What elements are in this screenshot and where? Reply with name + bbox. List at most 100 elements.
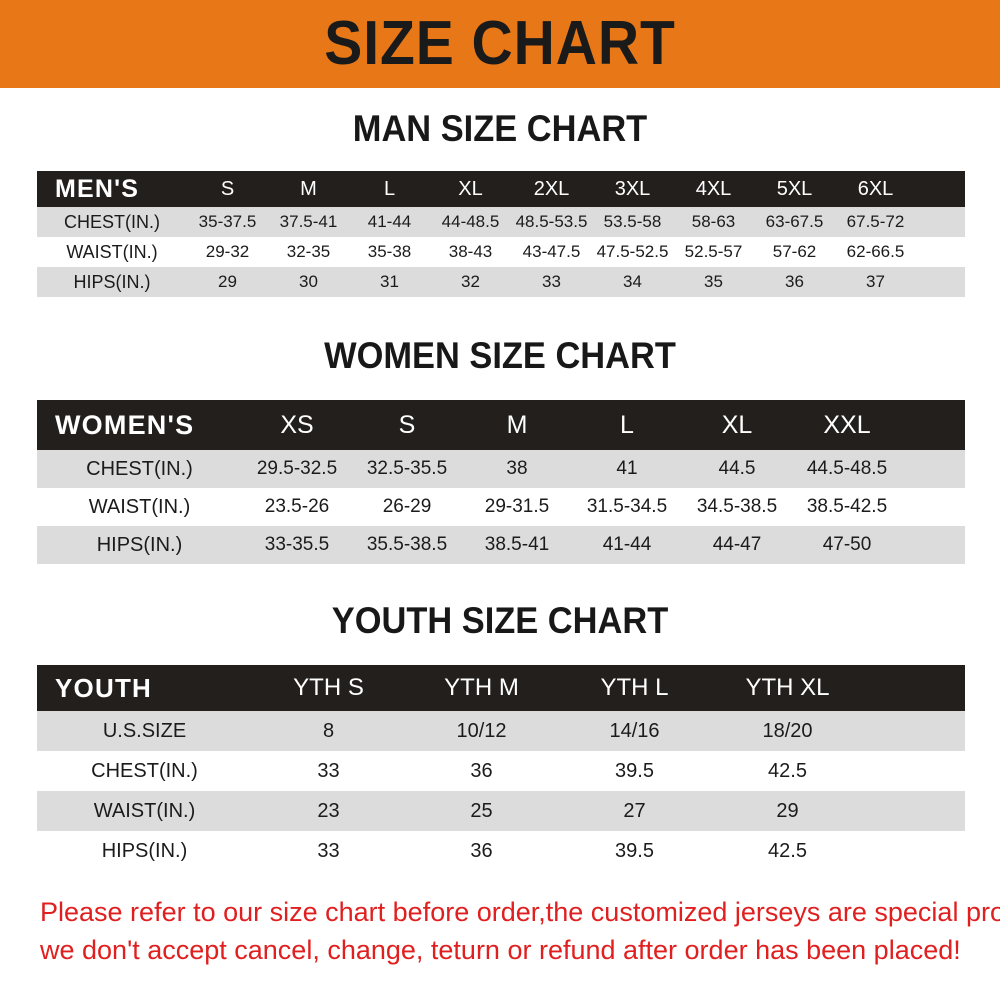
youth-measurement-cell: 14/16 [558,711,711,751]
youth-measurement-cell: 42.5 [711,751,864,791]
man-measurement-cell: 52.5-57 [673,237,754,267]
man-row-spacer [916,207,965,237]
women-measurement-cell: 29-31.5 [462,488,572,526]
youth-measurement-cell: 10/12 [405,711,558,751]
man-measurement-cell: 33 [511,267,592,297]
youth-measurement-cell: 33 [252,751,405,791]
women-size-table: WOMEN'S XS S M L XL XXL CHEST(IN.) 29.5-32.5 32.… [37,400,965,564]
youth-row-label: HIPS(IN.) [37,831,252,871]
man-size-column-header: 5XL [754,171,835,207]
women-header-label: WOMEN'S [37,400,242,450]
man-measurement-cell: 67.5-72 [835,207,916,237]
women-header-row: WOMEN'S XS S M L XL XXL [37,400,965,450]
man-size-column-header: L [349,171,430,207]
youth-size-column-header: YTH XL [711,665,864,711]
man-measurement-cell: 35 [673,267,754,297]
man-measurement-cell: 41-44 [349,207,430,237]
youth-table-head: YOUTH YTH S YTH M YTH L YTH XL [37,665,965,711]
youth-row-spacer [864,751,965,791]
table-row: WAIST(IN.) 23.5-26 26-29 29-31.5 31.5-34.5 34… [37,488,965,526]
man-row-label: CHEST(IN.) [37,207,187,237]
man-section-title: MAN SIZE CHART [352,108,648,149]
man-measurement-cell: 57-62 [754,237,835,267]
women-measurement-cell: 35.5-38.5 [352,526,462,564]
women-size-column-header: L [572,400,682,450]
table-row: HIPS(IN.) 29 30 31 32 33 34 35 36 37 [37,267,965,297]
youth-measurement-cell: 27 [558,791,711,831]
man-header-row: MEN'S S M L XL 2XL 3XL 4XL 5XL 6XL [37,171,965,207]
youth-size-column-header: YTH L [558,665,711,711]
women-measurement-cell: 38 [462,450,572,488]
youth-row-spacer [864,831,965,871]
page-banner: SIZE CHART [0,0,1000,88]
table-row: HIPS(IN.) 33-35.5 35.5-38.5 38.5-41 41-44 44-… [37,526,965,564]
man-table-body: CHEST(IN.) 35-37.5 37.5-41 41-44 44-48.5 48.5… [37,207,965,297]
women-measurement-cell: 23.5-26 [242,488,352,526]
women-measurement-cell: 38.5-42.5 [792,488,902,526]
man-measurement-cell: 44-48.5 [430,207,511,237]
women-size-column-header: XXL [792,400,902,450]
man-measurement-cell: 58-63 [673,207,754,237]
youth-row-label: U.S.SIZE [37,711,252,751]
man-measurement-cell: 53.5-58 [592,207,673,237]
man-size-column-header: 6XL [835,171,916,207]
youth-size-column-header: YTH M [405,665,558,711]
man-table-head: MEN'S S M L XL 2XL 3XL 4XL 5XL 6XL [37,171,965,207]
women-section-title: WOMEN SIZE CHART [324,335,676,376]
women-measurement-cell: 32.5-35.5 [352,450,462,488]
women-measurement-cell: 41-44 [572,526,682,564]
table-row: U.S.SIZE 8 10/12 14/16 18/20 [37,711,965,751]
table-row: CHEST(IN.) 29.5-32.5 32.5-35.5 38 41 44.5 44.5… [37,450,965,488]
women-measurement-cell: 44-47 [682,526,792,564]
youth-measurement-cell: 42.5 [711,831,864,871]
man-measurement-cell: 37.5-41 [268,207,349,237]
man-size-column-header: 3XL [592,171,673,207]
man-size-column-header: 2XL [511,171,592,207]
women-measurement-cell: 31.5-34.5 [572,488,682,526]
women-measurement-cell: 47-50 [792,526,902,564]
women-table-body: CHEST(IN.) 29.5-32.5 32.5-35.5 38 41 44.5 44.5… [37,450,965,564]
youth-measurement-cell: 33 [252,831,405,871]
man-size-column-header: S [187,171,268,207]
man-measurement-cell: 35-38 [349,237,430,267]
women-row-label: WAIST(IN.) [37,488,242,526]
man-measurement-cell: 30 [268,267,349,297]
man-measurement-cell: 62-66.5 [835,237,916,267]
man-measurement-cell: 63-67.5 [754,207,835,237]
man-header-spacer [916,171,965,207]
order-policy-note: Please refer to our size chart before or… [40,893,1000,969]
man-size-table: MEN'S S M L XL 2XL 3XL 4XL 5XL 6XL CHEST(IN.) 35-3… [37,171,965,297]
youth-header-row: YOUTH YTH S YTH M YTH L YTH XL [37,665,965,711]
youth-measurement-cell: 29 [711,791,864,831]
man-row-spacer [916,237,965,267]
table-row: WAIST(IN.) 23 25 27 29 [37,791,965,831]
women-row-spacer [902,450,965,488]
women-measurement-cell: 34.5-38.5 [682,488,792,526]
man-measurement-cell: 43-47.5 [511,237,592,267]
women-row-spacer [902,488,965,526]
man-size-column-header: XL [430,171,511,207]
youth-header-spacer [864,665,965,711]
women-measurement-cell: 38.5-41 [462,526,572,564]
man-measurement-cell: 35-37.5 [187,207,268,237]
man-row-spacer [916,267,965,297]
women-row-label: CHEST(IN.) [37,450,242,488]
youth-row-spacer [864,711,965,751]
man-size-column-header: M [268,171,349,207]
table-row: HIPS(IN.) 33 36 39.5 42.5 [37,831,965,871]
youth-section-title: YOUTH SIZE CHART [331,600,669,641]
women-measurement-cell: 44.5-48.5 [792,450,902,488]
youth-table-wrapper: YOUTH YTH S YTH M YTH L YTH XL U.S.SIZE 8 10/1… [37,665,965,871]
page-title: SIZE CHART [324,9,676,78]
women-measurement-cell: 41 [572,450,682,488]
youth-measurement-cell: 39.5 [558,751,711,791]
women-size-column-header: S [352,400,462,450]
youth-size-table: YOUTH YTH S YTH M YTH L YTH XL U.S.SIZE 8 10/1… [37,665,965,871]
women-measurement-cell: 33-35.5 [242,526,352,564]
women-measurement-cell: 26-29 [352,488,462,526]
table-row: CHEST(IN.) 33 36 39.5 42.5 [37,751,965,791]
women-table-wrapper: WOMEN'S XS S M L XL XXL CHEST(IN.) 29.5-32.5 32.… [37,400,965,564]
man-row-label: HIPS(IN.) [37,267,187,297]
women-row-label: HIPS(IN.) [37,526,242,564]
